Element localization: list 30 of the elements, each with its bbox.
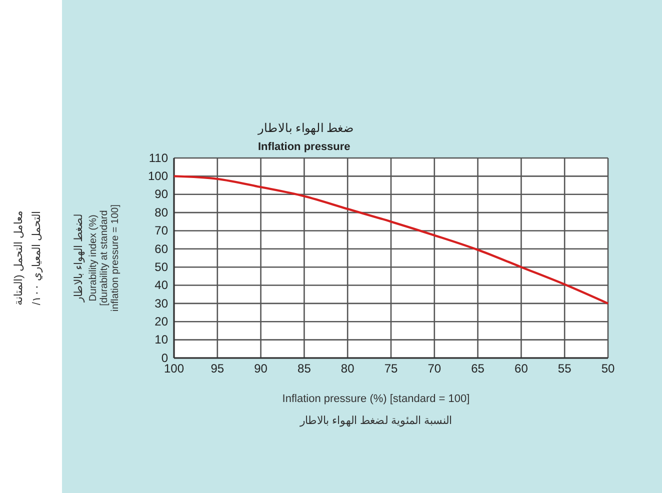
x-tick-label: 55 <box>558 362 572 376</box>
text: لضغط الهواء بالاطار <box>73 214 85 304</box>
x-tick-label: 50 <box>601 362 615 376</box>
y-tick-label: 110 <box>148 150 168 165</box>
x-tick-label: 85 <box>298 362 312 376</box>
x-tick-label: 70 <box>428 362 442 376</box>
chart-subtitle: Inflation pressure <box>258 141 350 153</box>
y-tick-label: 50 <box>154 260 168 274</box>
y-tick-label: 80 <box>154 205 168 220</box>
y-tick-label: 60 <box>154 242 168 256</box>
y-tick-label: 20 <box>154 314 168 328</box>
line-series <box>172 175 610 305</box>
x-tick-label: 65 <box>471 362 485 376</box>
y-tick-label: 100 <box>148 169 168 184</box>
x-tick-label: 75 <box>384 362 398 376</box>
y-axis-title: Durability index (%) [durability at standard inflation pressure = 100] <box>88 204 121 312</box>
y-tick-label: 90 <box>154 187 168 202</box>
text: معامل التحمل (المتانة <box>13 210 25 306</box>
y-tick-label: 10 <box>154 332 168 347</box>
y-tick-label: 30 <box>154 296 168 310</box>
text: النسبة المئوية لضغط الهواء بالاطار <box>298 415 452 427</box>
chart-title: ضغط الهواء بالاطار <box>257 121 354 135</box>
x-tick-label: 90 <box>254 362 268 376</box>
x-tick-label: 80 <box>340 362 355 376</box>
y-tick-label: 70 <box>154 224 168 238</box>
x-axis-title: Inflation pressure (%) [standard = 100] <box>282 393 470 405</box>
y-tick-label: 40 <box>154 278 168 292</box>
x-tick-label: 95 <box>210 362 224 376</box>
text: التحمل المعياري ١٠٠/ <box>31 210 43 306</box>
x-tick-label: 60 <box>514 362 528 376</box>
